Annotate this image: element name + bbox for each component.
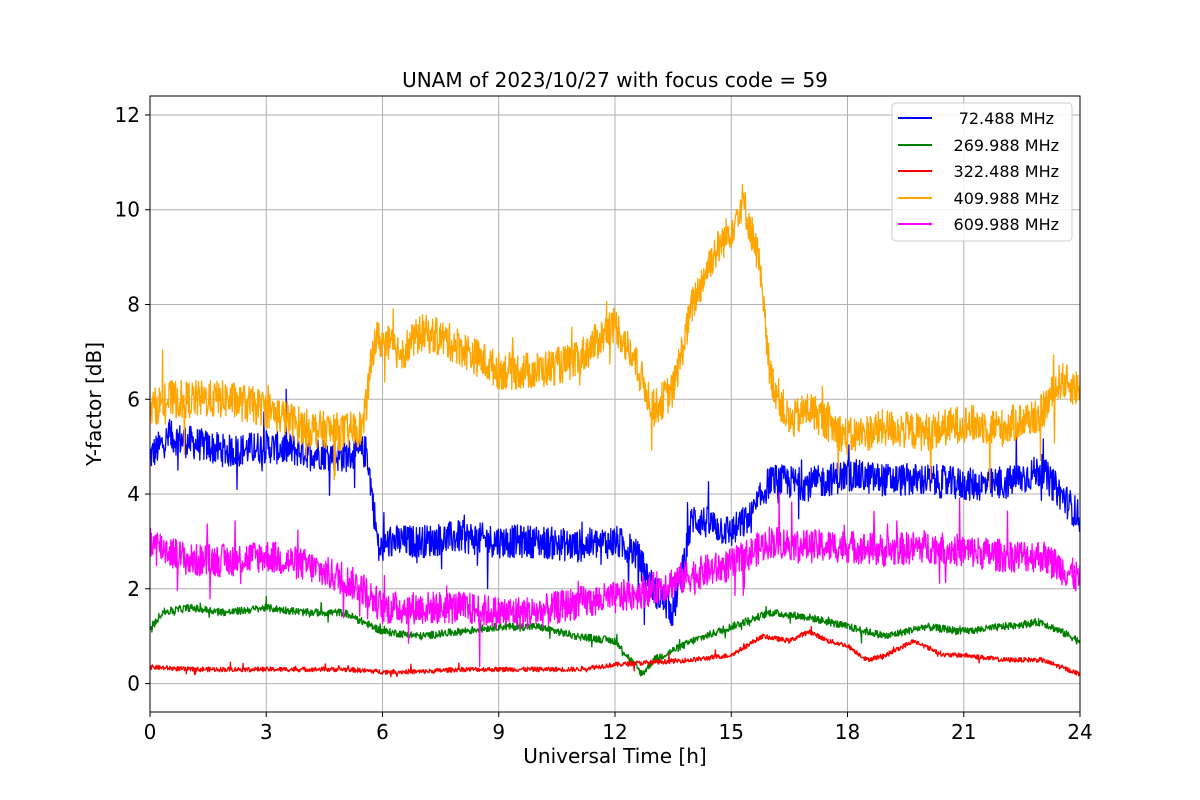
- legend-entry: 322.488 MHz: [954, 162, 1059, 181]
- series-layer: [150, 183, 1080, 678]
- legend-entry: 409.988 MHz: [954, 189, 1059, 208]
- chart-title: UNAM of 2023/10/27 with focus code = 59: [402, 68, 828, 92]
- x-tick-label: 12: [602, 720, 627, 744]
- x-tick-label: 21: [951, 720, 976, 744]
- x-tick-label: 24: [1067, 720, 1092, 744]
- x-tick-label: 9: [492, 720, 505, 744]
- x-tick-label: 6: [376, 720, 389, 744]
- x-tick-label: 3: [260, 720, 273, 744]
- legend: 72.488 MHz 269.988 MHz 322.488 MHz 409.9…: [891, 102, 1073, 242]
- legend-box: [891, 102, 1073, 242]
- y-tick-label: 12: [115, 103, 140, 127]
- legend-entry: 269.988 MHz: [954, 136, 1059, 155]
- y-axis-label: Y-factor [dB]: [82, 342, 106, 467]
- legend-entry: 609.988 MHz: [954, 215, 1059, 234]
- y-tick-label: 10: [115, 198, 140, 222]
- series-line: [150, 626, 1080, 678]
- y-tick-label: 0: [127, 672, 140, 696]
- x-tick-label: 18: [835, 720, 860, 744]
- y-tick-label: 6: [127, 387, 140, 411]
- y-tick-label: 8: [127, 292, 140, 316]
- series-line: [150, 596, 1080, 677]
- legend-entry: 72.488 MHz: [959, 109, 1054, 128]
- series-line: [150, 388, 1080, 627]
- series-line: [150, 183, 1080, 491]
- y-tick-label: 4: [127, 482, 140, 506]
- series-line: [150, 491, 1080, 668]
- y-tick-label: 2: [127, 577, 140, 601]
- x-axis-label: Universal Time [h]: [523, 744, 706, 768]
- x-tick-label: 0: [144, 720, 157, 744]
- x-tick-label: 15: [719, 720, 744, 744]
